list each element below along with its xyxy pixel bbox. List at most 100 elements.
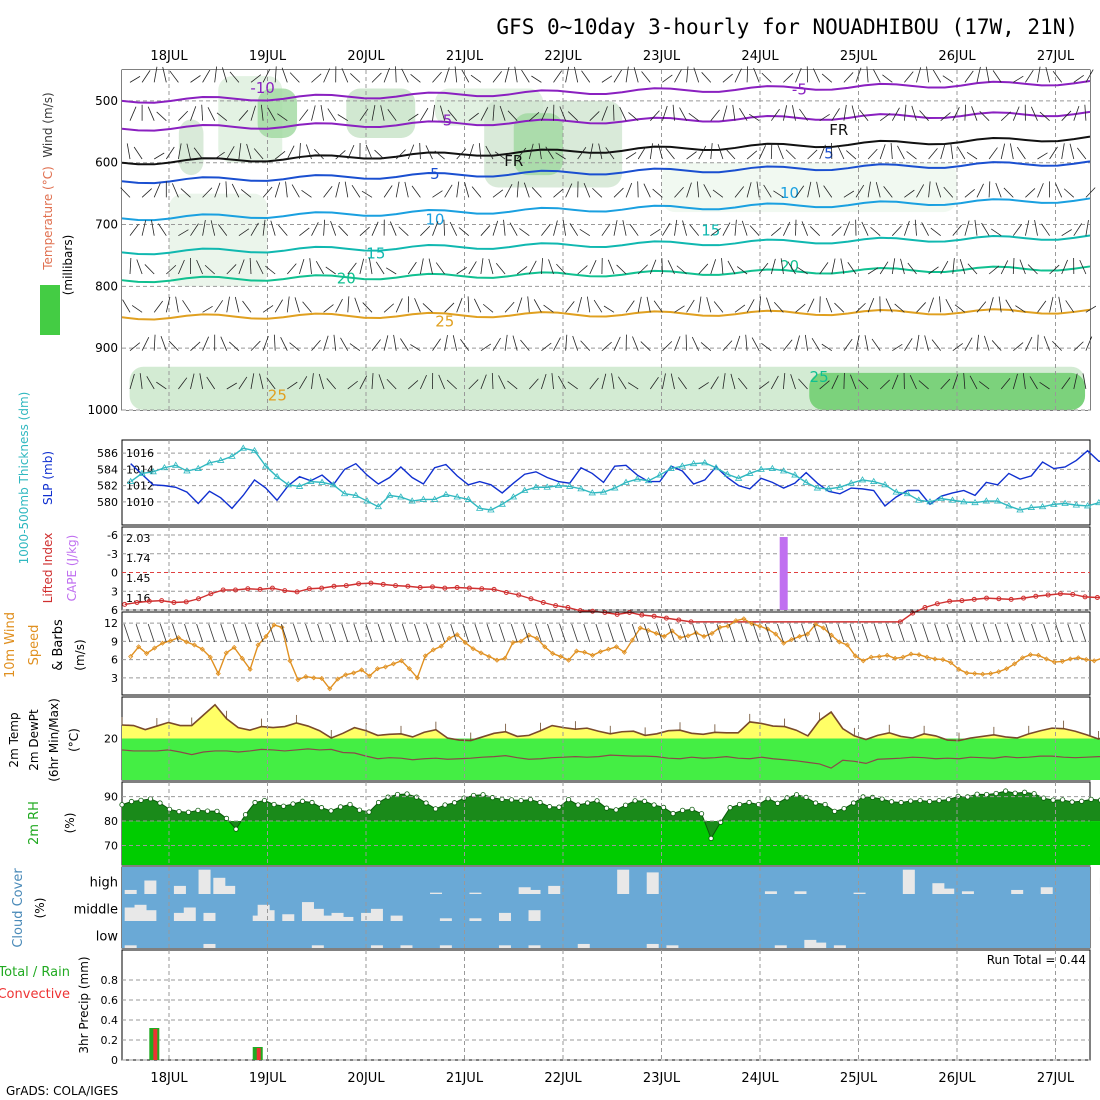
li-tick: -3 bbox=[107, 548, 118, 561]
surface-wind-barb bbox=[426, 623, 433, 643]
wind-barb bbox=[914, 219, 917, 236]
wind-barb bbox=[147, 106, 155, 121]
wind-barb bbox=[825, 297, 833, 313]
wind-barb bbox=[504, 67, 510, 83]
wind-barb bbox=[299, 376, 308, 390]
thickness-point bbox=[1061, 499, 1069, 506]
wind-speed-point bbox=[717, 624, 723, 630]
surface-wind-barb bbox=[341, 623, 349, 643]
wind-barb bbox=[1085, 336, 1093, 351]
rh-point bbox=[214, 808, 220, 814]
cloud-bar-high bbox=[942, 888, 955, 894]
wind-barb bbox=[780, 258, 784, 275]
cloud-bar-low bbox=[577, 943, 590, 948]
wind-barb bbox=[712, 189, 724, 198]
wind-barb bbox=[900, 258, 905, 275]
wind-barb bbox=[722, 340, 733, 351]
wind-speed-point bbox=[940, 657, 946, 663]
surface-wind-barb bbox=[196, 623, 203, 643]
pressure-tick: 1000 bbox=[87, 403, 118, 417]
wind-barb bbox=[619, 106, 627, 121]
rh-patch bbox=[169, 193, 268, 287]
wind-barb bbox=[940, 112, 951, 121]
wind-barb bbox=[662, 341, 673, 351]
wind-barb bbox=[904, 71, 914, 83]
isotherm-line bbox=[121, 308, 1091, 321]
temp-axis-unit: (°C) bbox=[67, 728, 81, 752]
surface-wind-barb bbox=[631, 623, 639, 643]
wind-barb bbox=[1025, 336, 1033, 351]
cloud-bar-high bbox=[124, 889, 137, 894]
wind-barb bbox=[945, 298, 954, 313]
date-label-bottom: 21JUL bbox=[446, 1071, 484, 1086]
cloud-bar-low bbox=[203, 943, 216, 948]
rh-point bbox=[546, 804, 553, 810]
wind-barb bbox=[698, 382, 709, 390]
wind-barb bbox=[745, 334, 748, 351]
cloud-bar-high bbox=[198, 869, 211, 894]
wind-barb bbox=[966, 151, 978, 160]
wind-barb bbox=[1043, 336, 1050, 351]
wind-barb bbox=[498, 375, 506, 390]
wind-barb bbox=[976, 66, 981, 83]
cloud-bar-middle bbox=[134, 904, 147, 921]
wind-barb bbox=[798, 378, 808, 390]
thickness-point bbox=[509, 493, 518, 500]
wind-barb bbox=[603, 305, 615, 313]
wind-barb bbox=[795, 303, 806, 313]
wind-barb bbox=[281, 67, 288, 83]
wind-barb bbox=[265, 265, 276, 275]
precip-axis-label: 3hr Precip (mm) bbox=[77, 956, 91, 1053]
wind-speed-point bbox=[239, 655, 245, 661]
wind-barb bbox=[1015, 305, 1026, 313]
wind-barb bbox=[206, 376, 216, 390]
wind-barb bbox=[906, 151, 917, 160]
wind-barb bbox=[162, 66, 167, 83]
wind-barb bbox=[572, 335, 579, 351]
wind-barb bbox=[1013, 342, 1024, 351]
wind-speed-point bbox=[159, 640, 166, 646]
rh-point bbox=[242, 812, 249, 818]
wind-barb bbox=[311, 340, 321, 351]
wind-barb bbox=[238, 228, 250, 237]
rh-point bbox=[594, 798, 600, 804]
wind-barb bbox=[266, 377, 276, 390]
wind-speed-point bbox=[510, 639, 516, 646]
rh-point bbox=[309, 799, 315, 806]
wind-barb bbox=[952, 224, 962, 236]
wind-barb bbox=[471, 186, 482, 198]
rh-point bbox=[822, 801, 828, 808]
wind-barb bbox=[420, 258, 424, 275]
rh-point bbox=[632, 798, 638, 804]
wind-speed-point bbox=[797, 633, 803, 640]
isotherm-label: 5 bbox=[430, 165, 440, 183]
wind-barb bbox=[1073, 341, 1084, 351]
wind-barb bbox=[691, 336, 700, 351]
wind-barb bbox=[214, 182, 221, 198]
surface-wind-barb bbox=[486, 623, 494, 643]
wind-barb bbox=[763, 184, 772, 198]
wind-barb bbox=[727, 260, 736, 275]
wind-barb bbox=[559, 106, 566, 121]
li-point bbox=[491, 586, 497, 592]
chart-title: GFS 0~10day 3-hourly for NOUADHIBOU (17W… bbox=[496, 15, 1078, 39]
wind-barb bbox=[637, 181, 639, 198]
wind-barb bbox=[562, 219, 566, 236]
wind-barb bbox=[717, 144, 724, 160]
wind-barb bbox=[1012, 373, 1018, 390]
wind-barb bbox=[625, 300, 635, 313]
wind-speed-point bbox=[446, 635, 452, 641]
li-point bbox=[257, 586, 263, 592]
wind-barb bbox=[1034, 220, 1038, 236]
wind-barb bbox=[190, 373, 195, 390]
date-label-top: 26JUL bbox=[938, 49, 976, 64]
wind-barb bbox=[890, 143, 893, 160]
rh-point bbox=[575, 802, 581, 808]
precip-tick: 0.6 bbox=[101, 994, 119, 1007]
thickness-point bbox=[475, 504, 484, 511]
thickness-point bbox=[858, 476, 867, 483]
wind-barb bbox=[528, 143, 534, 160]
wind-speed-point bbox=[996, 669, 1002, 675]
date-label-bottom: 22JUL bbox=[544, 1071, 582, 1086]
